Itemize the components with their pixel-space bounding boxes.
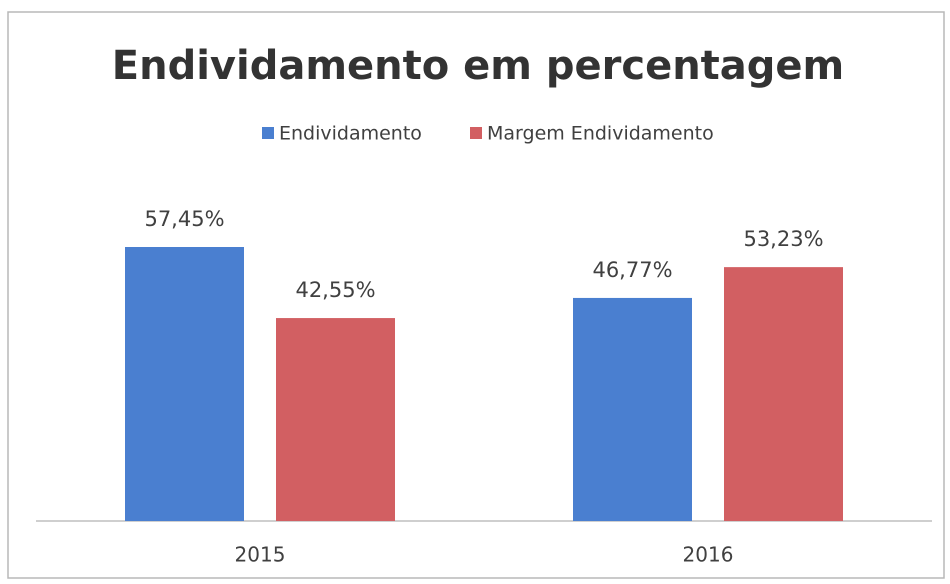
x-tick-label: 2015 bbox=[235, 543, 286, 567]
chart-title: Endividamento em percentagem bbox=[112, 43, 844, 89]
data-label: 46,77% bbox=[592, 258, 672, 282]
bar bbox=[573, 297, 692, 521]
data-label: 53,23% bbox=[743, 227, 823, 251]
legend-swatch bbox=[262, 127, 274, 139]
legend-swatch bbox=[470, 127, 482, 139]
legend-label: Endividamento bbox=[279, 123, 422, 145]
bar bbox=[125, 247, 244, 521]
data-label: 57,45% bbox=[144, 207, 224, 231]
data-label: 42,55% bbox=[295, 278, 375, 302]
bar bbox=[724, 267, 843, 521]
legend-label: Margem Endividamento bbox=[487, 123, 714, 145]
x-tick-label: 2016 bbox=[683, 543, 734, 567]
bar bbox=[276, 318, 395, 521]
